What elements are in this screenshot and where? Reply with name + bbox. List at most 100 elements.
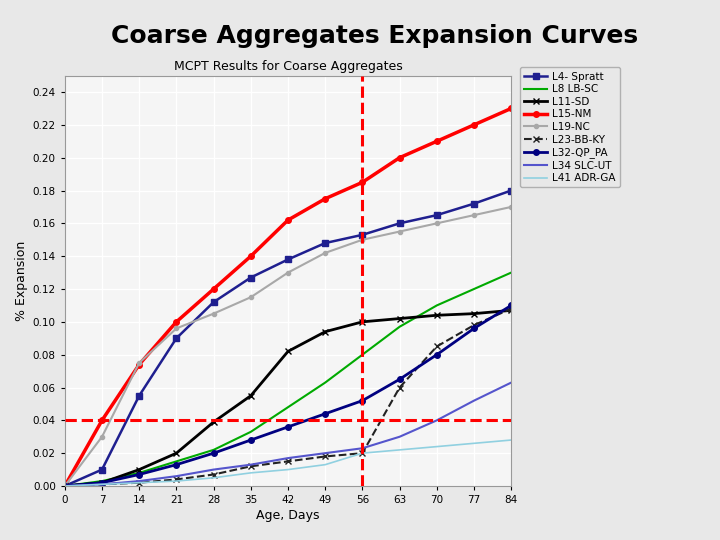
Line: L34 SLC-UT: L34 SLC-UT — [65, 382, 511, 486]
L23-BB-KY — [433, 343, 441, 350]
L41 ADR-GA — [358, 450, 366, 456]
L4- Spratt — [210, 299, 218, 306]
L15-NM — [321, 195, 330, 202]
L23-BB-KY — [284, 458, 292, 464]
L15-NM — [284, 217, 292, 224]
L15-NM — [60, 483, 69, 489]
L15-NM — [210, 286, 218, 292]
L41 ADR-GA — [135, 480, 143, 486]
L34 SLC-UT — [98, 481, 107, 488]
Line: L11-SD: L11-SD — [61, 307, 515, 489]
Line: L19-NC: L19-NC — [63, 205, 513, 488]
L19-NC — [210, 310, 218, 317]
Line: L32-QP_PA: L32-QP_PA — [62, 302, 514, 489]
L19-NC — [358, 237, 366, 243]
L23-BB-KY — [210, 471, 218, 478]
L34 SLC-UT — [284, 455, 292, 461]
L19-NC — [60, 483, 69, 489]
L41 ADR-GA — [210, 475, 218, 481]
L11-SD — [172, 450, 181, 456]
L15-NM — [507, 105, 516, 112]
L4- Spratt — [469, 200, 478, 207]
L8 LB-SC — [507, 269, 516, 276]
L15-NM — [246, 253, 255, 259]
L41 ADR-GA — [98, 481, 107, 488]
L32-QP_PA — [395, 376, 404, 382]
L34 SLC-UT — [135, 478, 143, 484]
L4- Spratt — [395, 220, 404, 227]
L41 ADR-GA — [321, 461, 330, 468]
Line: L4- Spratt: L4- Spratt — [62, 188, 514, 489]
L8 LB-SC — [395, 323, 404, 330]
L11-SD — [135, 467, 143, 473]
L11-SD — [321, 328, 330, 335]
L11-SD — [395, 315, 404, 322]
L19-NC — [246, 294, 255, 300]
L34 SLC-UT — [210, 467, 218, 473]
L32-QP_PA — [358, 397, 366, 404]
L34 SLC-UT — [172, 473, 181, 480]
L15-NM — [433, 138, 441, 145]
L15-NM — [172, 319, 181, 325]
L8 LB-SC — [358, 352, 366, 358]
L32-QP_PA — [172, 461, 181, 468]
L34 SLC-UT — [395, 434, 404, 440]
L4- Spratt — [284, 256, 292, 262]
L34 SLC-UT — [321, 450, 330, 456]
L34 SLC-UT — [469, 397, 478, 404]
L11-SD — [469, 310, 478, 317]
L23-BB-KY — [358, 450, 366, 456]
L4- Spratt — [172, 335, 181, 341]
L8 LB-SC — [135, 470, 143, 476]
L23-BB-KY — [98, 481, 107, 488]
L8 LB-SC — [172, 458, 181, 464]
L34 SLC-UT — [507, 379, 516, 386]
L11-SD — [246, 393, 255, 399]
L8 LB-SC — [60, 483, 69, 489]
L23-BB-KY — [395, 384, 404, 391]
L41 ADR-GA — [395, 447, 404, 453]
L41 ADR-GA — [469, 440, 478, 447]
L23-BB-KY — [507, 306, 516, 312]
L8 LB-SC — [246, 429, 255, 435]
L4- Spratt — [98, 467, 107, 473]
L19-NC — [98, 434, 107, 440]
L41 ADR-GA — [433, 443, 441, 450]
L32-QP_PA — [321, 410, 330, 417]
L19-NC — [284, 269, 292, 276]
L32-QP_PA — [246, 437, 255, 443]
L41 ADR-GA — [60, 483, 69, 489]
L34 SLC-UT — [358, 445, 366, 451]
Line: L15-NM: L15-NM — [62, 106, 514, 489]
X-axis label: Age, Days: Age, Days — [256, 509, 320, 522]
L15-NM — [98, 417, 107, 423]
Text: Coarse Aggregates Expansion Curves: Coarse Aggregates Expansion Curves — [111, 24, 638, 48]
L32-QP_PA — [60, 483, 69, 489]
L41 ADR-GA — [284, 467, 292, 473]
L15-NM — [469, 122, 478, 128]
L41 ADR-GA — [507, 437, 516, 443]
L19-NC — [395, 228, 404, 235]
L23-BB-KY — [246, 463, 255, 470]
L19-NC — [135, 360, 143, 366]
Line: L8 LB-SC: L8 LB-SC — [65, 273, 511, 486]
L8 LB-SC — [469, 286, 478, 292]
L11-SD — [358, 319, 366, 325]
L11-SD — [60, 483, 69, 489]
L23-BB-KY — [60, 483, 69, 489]
L32-QP_PA — [284, 424, 292, 430]
L4- Spratt — [246, 274, 255, 281]
L15-NM — [395, 154, 404, 161]
L8 LB-SC — [321, 379, 330, 386]
L32-QP_PA — [98, 480, 107, 486]
L19-NC — [469, 212, 478, 218]
L32-QP_PA — [469, 325, 478, 332]
Legend: L4- Spratt, L8 LB-SC, L11-SD, L15-NM, L19-NC, L23-BB-KY, L32-QP_PA, L34 SLC-UT, : L4- Spratt, L8 LB-SC, L11-SD, L15-NM, L1… — [520, 68, 620, 187]
L11-SD — [507, 307, 516, 314]
L32-QP_PA — [210, 450, 218, 456]
L4- Spratt — [507, 187, 516, 194]
Title: MCPT Results for Coarse Aggregates: MCPT Results for Coarse Aggregates — [174, 60, 402, 73]
L32-QP_PA — [135, 471, 143, 478]
Line: L41 ADR-GA: L41 ADR-GA — [65, 440, 511, 486]
L41 ADR-GA — [246, 470, 255, 476]
